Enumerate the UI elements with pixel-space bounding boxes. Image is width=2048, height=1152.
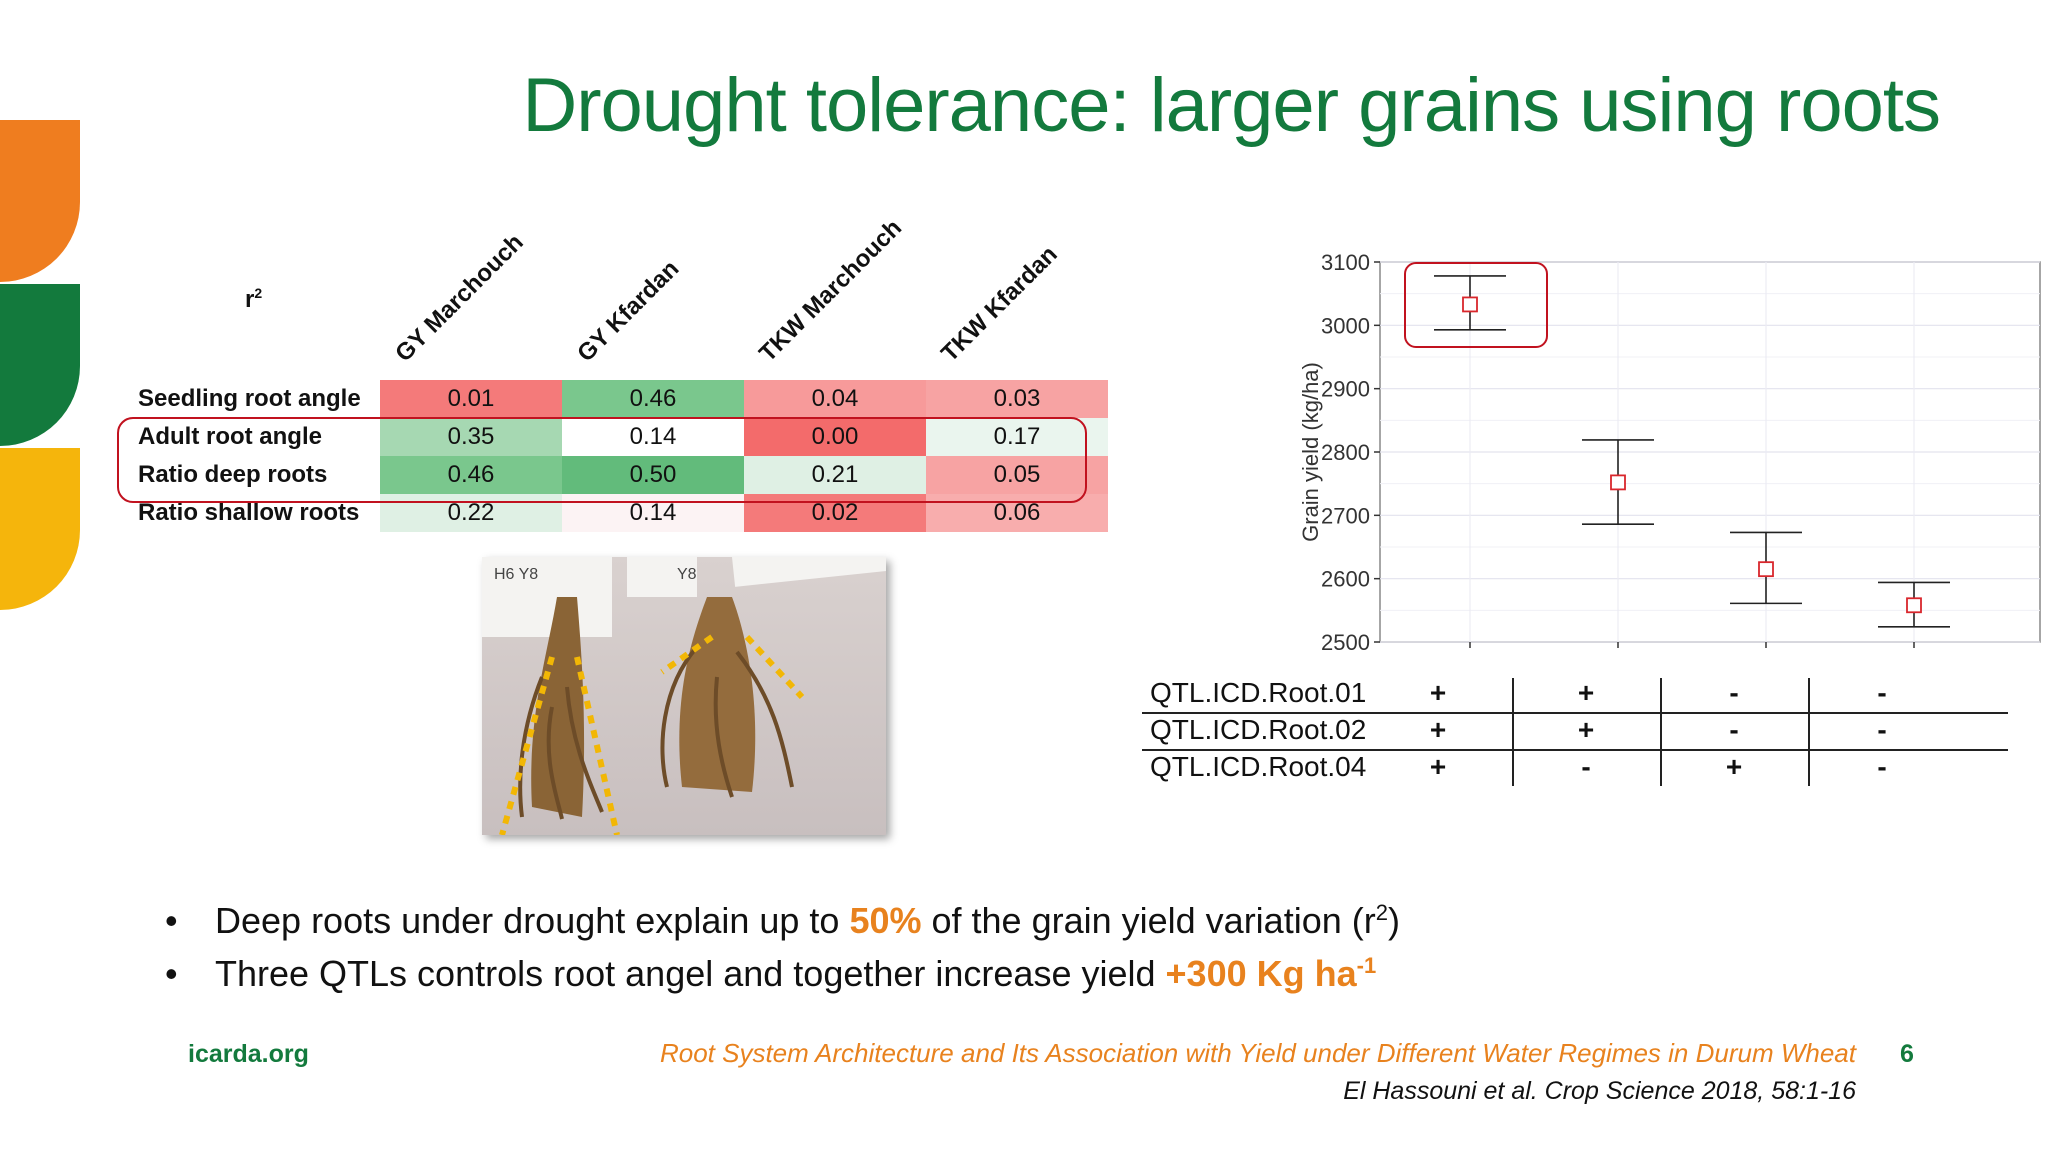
table-cell: 0.21 (744, 456, 926, 494)
bullet-mark: • (165, 953, 178, 994)
qtl-name: QTL.ICD.Root.04 (1150, 751, 1367, 782)
column-header-4: TKW Kfardan (936, 240, 1063, 368)
qtl-row-divider (1142, 712, 2008, 714)
row-label: Ratio deep roots (138, 461, 328, 488)
y-tick-label: 3100 (1321, 250, 1370, 275)
page-number: 6 (1900, 1040, 1914, 1068)
row-label: Ratio shallow roots (138, 499, 360, 526)
table-cell: 0.01 (380, 380, 562, 418)
y-axis-label: Grain yield (kg/ha) (1298, 362, 1323, 542)
y-tick-label: 2900 (1321, 377, 1370, 402)
column-header-2: GY Kfardan (572, 255, 685, 368)
table-cell: 0.46 (562, 380, 744, 418)
mean-point (1462, 296, 1478, 313)
qtl-name: QTL.ICD.Root.01 (1150, 677, 1367, 708)
grain-yield-chart: 2500 2600 2700 2800 2900 3000 3100 Grain yield … (1270, 240, 2041, 665)
y-tick-label: 3000 (1321, 313, 1370, 338)
table-cell: 0.14 (562, 418, 744, 456)
qtl-sign: - (1729, 714, 1739, 745)
row-label: Seedling root angle (138, 385, 361, 412)
qtl-sign: - (1581, 751, 1591, 782)
mean-point (1906, 597, 1922, 614)
y-tick-label: 2800 (1321, 440, 1370, 465)
qtl-sign: + (1429, 751, 1447, 782)
column-header-3: TKW Marchouch (754, 214, 908, 368)
bullet-item: • Deep roots under drought explain up to … (165, 900, 1400, 942)
qtl-sign: + (1725, 751, 1743, 782)
r-superscript: 2 (254, 285, 263, 301)
qtl-sign: - (1877, 751, 1887, 782)
column-header-1: GY Marchouch (390, 228, 529, 368)
table-cell: 0.04 (744, 380, 926, 418)
footer-reference: Root System Architecture and Its Associa… (659, 1038, 1856, 1068)
chart-highlight-box (1404, 262, 1548, 348)
green-leaf-decoration (0, 284, 80, 446)
qtl-sign: + (1577, 677, 1595, 708)
table-cell: 0.46 (380, 456, 562, 494)
yellow-leaf-decoration (0, 448, 80, 610)
slide-title: Drought tolerance: larger grains using r… (522, 63, 1941, 148)
bullet-highlight: +300 Kg ha (1165, 953, 1357, 994)
table-corner-label: r2 (245, 285, 262, 314)
root-photo: H6 Y8 Y8 (482, 540, 889, 836)
bullet-highlight: 50% (849, 900, 922, 941)
bullet-item: • Three QTLs controls root angel and toge… (165, 953, 1376, 995)
tag-label-1: H6 Y8 (494, 566, 538, 583)
qtl-name: QTL.ICD.Root.02 (1150, 714, 1367, 745)
footer-citation: El Hassouni et al. Crop Science 2018, 58… (1343, 1077, 1856, 1105)
qtl-column-divider (1512, 678, 1514, 786)
qtl-column-divider (1660, 678, 1662, 786)
mean-point (1758, 561, 1774, 578)
table-cell: 0.00 (744, 418, 926, 456)
y-tick-label: 2600 (1321, 567, 1370, 592)
footer-site[interactable]: icarda.org (188, 1040, 309, 1068)
qtl-sign: - (1877, 714, 1887, 745)
y-tick-label: 2500 (1321, 630, 1370, 655)
table-cell: 0.35 (380, 418, 562, 456)
qtl-row-divider (1142, 749, 2008, 751)
bullet-mark: • (165, 900, 178, 941)
y-tick-label: 2700 (1321, 503, 1370, 528)
table-cell: 0.50 (562, 456, 744, 494)
table-cell: 0.22 (380, 494, 562, 532)
qtl-sign: - (1877, 677, 1887, 708)
qtl-sign: + (1577, 714, 1595, 745)
qtl-sign: + (1429, 677, 1447, 708)
bullet-text: Deep roots under drought explain up to (215, 900, 850, 941)
bullet-text: Three QTLs controls root angel and toget… (215, 953, 1166, 994)
orange-leaf-decoration (0, 120, 80, 282)
tag-label-2: Y8 (677, 566, 697, 583)
qtl-sign: - (1729, 677, 1739, 708)
bullet-text-end: of the grain yield variation (r (921, 900, 1376, 941)
table-cell: 0.14 (562, 494, 744, 532)
bullet-text-close: ) (1387, 900, 1400, 941)
table-cell: 0.03 (926, 380, 1108, 418)
r-label: r (245, 286, 255, 313)
table-cell: 0.17 (926, 418, 1108, 456)
mean-point (1610, 474, 1626, 491)
qtl-sign: + (1429, 714, 1447, 745)
table-highlight-box (117, 417, 1087, 503)
bullet-superscript: 2 (1375, 900, 1388, 925)
qtl-column-divider (1808, 678, 1810, 786)
row-label: Adult root angle (138, 423, 322, 450)
table-cell: 0.02 (744, 494, 926, 532)
bullet-highlight-superscript: -1 (1356, 953, 1377, 978)
